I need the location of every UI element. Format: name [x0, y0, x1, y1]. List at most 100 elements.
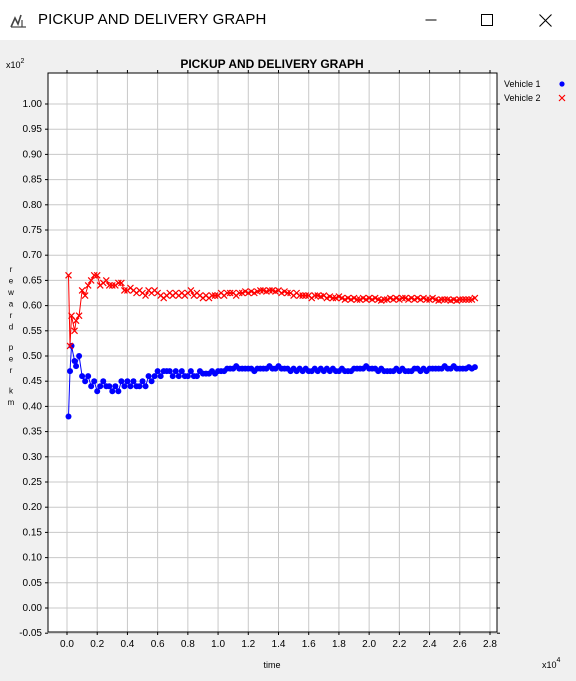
x-ticks: 0.0 0.2 0.4 0.6 0.8 1.0 1.2 1.4 1.6 1.8 2.0 2.2 2.4 2…: [60, 70, 497, 650]
data-point: [90, 271, 98, 279]
data-point: [120, 287, 128, 294]
data-point: [187, 287, 195, 294]
data-point: [67, 368, 74, 375]
data-point: [178, 368, 185, 375]
minimize-button[interactable]: [402, 0, 460, 40]
y-tick-label: 0.60: [23, 301, 43, 312]
x-tick-label: 2.8: [483, 639, 497, 650]
data-point: [380, 296, 388, 303]
y-tick-label: 0.45: [23, 376, 43, 387]
data-point: [398, 294, 406, 302]
y-tick-label: 0.20: [23, 502, 43, 513]
y-ticks: -0.05 0.00 0.05 0.10 0.15 0.20 0.25 0.30 0.35 0.4…: [19, 99, 500, 639]
x-tick-label: 1.4: [272, 639, 286, 650]
data-point: [471, 294, 479, 302]
data-point: [471, 364, 478, 371]
data-point: [102, 276, 110, 284]
data-point: [65, 271, 72, 279]
data-point: [82, 378, 89, 385]
plot-frame: [47, 72, 498, 633]
close-button[interactable]: [516, 0, 574, 40]
data-point: [459, 296, 467, 303]
x-multiplier: x104: [542, 657, 561, 670]
y-axis-label-char: m: [8, 398, 15, 407]
series-1: [65, 342, 478, 420]
data-point: [299, 292, 307, 299]
y-multiplier: x102: [6, 58, 25, 70]
data-point: [93, 271, 101, 279]
y-axis-label-char: k: [9, 387, 14, 396]
data-point: [121, 383, 128, 390]
data-point: [438, 296, 446, 303]
y-tick-label: 0.30: [23, 452, 43, 463]
y-axis-label-char: r: [10, 265, 13, 274]
data-point: [187, 368, 194, 375]
x-tick-label: 0.8: [181, 639, 195, 650]
data-point: [145, 373, 152, 380]
data-point: [142, 292, 149, 299]
y-tick-label: 0.35: [23, 427, 43, 438]
data-point: [81, 292, 89, 299]
y-axis-label-char: w: [7, 288, 14, 297]
x-tick-label: 0.4: [120, 639, 134, 650]
x-tick-label: 1.2: [241, 639, 255, 650]
y-axis-label-char: d: [9, 323, 13, 332]
data-point: [226, 289, 234, 297]
data-point: [115, 388, 122, 395]
data-point: [73, 363, 80, 370]
data-point: [105, 282, 113, 289]
legend-marker: [559, 81, 565, 87]
data-point: [353, 296, 361, 303]
data-point: [75, 312, 83, 320]
data-point: [296, 292, 304, 299]
data-point: [112, 383, 119, 390]
data-point: [456, 296, 464, 303]
y-tick-label: 0.10: [23, 553, 43, 564]
data-point: [85, 373, 92, 380]
data-point: [157, 373, 164, 380]
y-axis-label-char: p: [9, 343, 14, 352]
data-point: [139, 378, 146, 385]
x-tick-label: 0.2: [90, 639, 104, 650]
y-axis-label-char: r: [10, 311, 13, 320]
data-point: [175, 373, 182, 380]
y-tick-label: 0.40: [23, 401, 43, 412]
data-point: [91, 378, 98, 385]
y-multiplier-base: x10: [6, 60, 21, 70]
data-point: [84, 282, 92, 289]
legend: Vehicle 1 Vehicle 2: [504, 79, 566, 103]
y-tick-label: 0.70: [23, 250, 43, 261]
data-point: [235, 289, 243, 297]
data-point: [78, 287, 86, 294]
grid: [48, 73, 497, 634]
y-tick-label: 0.75: [23, 225, 43, 236]
y-tick-label: 0.05: [23, 578, 43, 589]
y-tick-label: 0.65: [23, 275, 43, 286]
x-tick-label: 0.0: [60, 639, 74, 650]
x-tick-label: 1.8: [332, 639, 346, 650]
minimize-icon: [425, 19, 437, 21]
y-tick-label: 0.00: [23, 603, 43, 614]
data-point: [106, 383, 113, 390]
data-point: [166, 368, 173, 375]
y-axis-label-char: a: [9, 300, 14, 309]
x-tick-label: 1.6: [302, 639, 316, 650]
y-tick-label: 0.95: [23, 124, 43, 135]
data-point: [302, 292, 310, 299]
data-point: [127, 383, 134, 390]
chart-title: PICKUP AND DELIVERY GRAPH: [180, 57, 363, 71]
data-point: [193, 373, 200, 380]
y-multiplier-exp: 2: [21, 58, 25, 65]
data-point: [124, 378, 131, 385]
x-tick-label: 2.2: [392, 639, 406, 650]
title-bar: PICKUP AND DELIVERY GRAPH: [0, 0, 576, 40]
data-point: [94, 388, 101, 395]
data-point: [100, 378, 107, 385]
maximize-button[interactable]: [458, 0, 516, 40]
chart: -0.05 0.00 0.05 0.10 0.15 0.20 0.25 0.30 0.35 0.4…: [6, 57, 566, 670]
x-tick-label: 2.6: [453, 639, 467, 650]
data-point: [109, 388, 116, 395]
y-tick-label: 0.90: [23, 149, 43, 160]
data-point: [148, 378, 155, 385]
data-point: [66, 342, 74, 350]
